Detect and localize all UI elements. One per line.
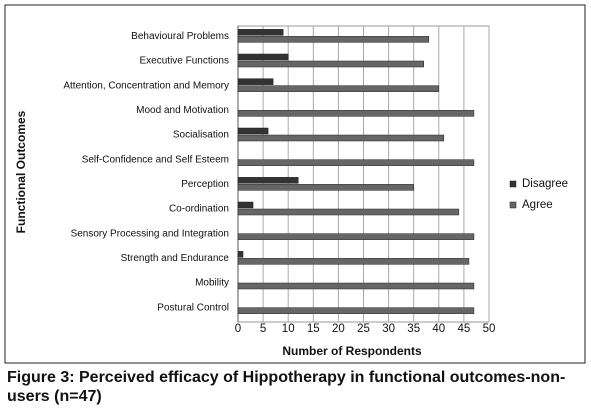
x-tick-label: 50 bbox=[483, 323, 496, 335]
y-tick-label: Postural Control bbox=[157, 302, 229, 313]
bar bbox=[237, 85, 440, 92]
y-tick-label: Socialisation bbox=[173, 130, 229, 141]
x-tick-label: 5 bbox=[260, 323, 266, 335]
bar bbox=[237, 53, 289, 61]
x-tick-label: 25 bbox=[357, 323, 370, 335]
legend-swatch bbox=[509, 180, 517, 188]
bar bbox=[237, 282, 475, 290]
legend-swatch bbox=[509, 201, 517, 209]
y-tick-label: Co-ordination bbox=[169, 204, 229, 215]
bar bbox=[237, 251, 244, 258]
y-tick-label: Executive Functions bbox=[140, 56, 230, 67]
x-tick-label: 45 bbox=[458, 323, 471, 335]
x-tick-label: 20 bbox=[332, 323, 345, 335]
y-tick-label: Self-Confidence and Self Esteem bbox=[82, 154, 229, 165]
y-tick-label: Attention, Concentration and Memory bbox=[63, 80, 229, 91]
y-tick-label: Strength and Endurance bbox=[121, 253, 230, 264]
y-tick-label: Mood and Motivation bbox=[136, 105, 229, 116]
y-tick-label: Behavioural Problems bbox=[131, 31, 229, 42]
bar bbox=[237, 208, 460, 216]
y-tick-label: Perception bbox=[181, 179, 229, 190]
legend-label: Agree bbox=[522, 199, 553, 211]
x-axis-label: Number of Respondents bbox=[282, 344, 422, 358]
x-tick-label: 35 bbox=[407, 323, 420, 335]
bar bbox=[237, 307, 475, 314]
y-axis-label: Functional Outcomes bbox=[14, 110, 28, 233]
y-tick-label: Sensory Processing and Integration bbox=[71, 228, 229, 239]
bar bbox=[237, 159, 475, 166]
bar bbox=[237, 29, 284, 36]
bar bbox=[237, 78, 274, 85]
bar bbox=[237, 258, 470, 265]
bar bbox=[237, 110, 475, 117]
bar bbox=[237, 134, 445, 142]
chart: Number of Respondents Functional Outcome… bbox=[4, 4, 586, 364]
bar bbox=[237, 177, 299, 184]
y-tick-label: Mobility bbox=[195, 278, 229, 289]
bar bbox=[237, 201, 254, 209]
caption: Figure 3: Perceived efficacy of Hippothe… bbox=[7, 369, 566, 405]
x-tick-label: 15 bbox=[307, 323, 320, 335]
x-tick-label: 0 bbox=[235, 323, 241, 335]
bar bbox=[237, 60, 424, 68]
legend-label: Disagree bbox=[522, 178, 568, 190]
x-tick-label: 40 bbox=[432, 323, 445, 335]
chart-frame bbox=[4, 4, 586, 364]
bar bbox=[237, 233, 475, 240]
bar bbox=[237, 127, 269, 135]
bar bbox=[237, 36, 430, 43]
x-tick-label: 30 bbox=[382, 323, 395, 335]
bar bbox=[237, 184, 414, 191]
x-tick-label: 10 bbox=[282, 323, 295, 335]
